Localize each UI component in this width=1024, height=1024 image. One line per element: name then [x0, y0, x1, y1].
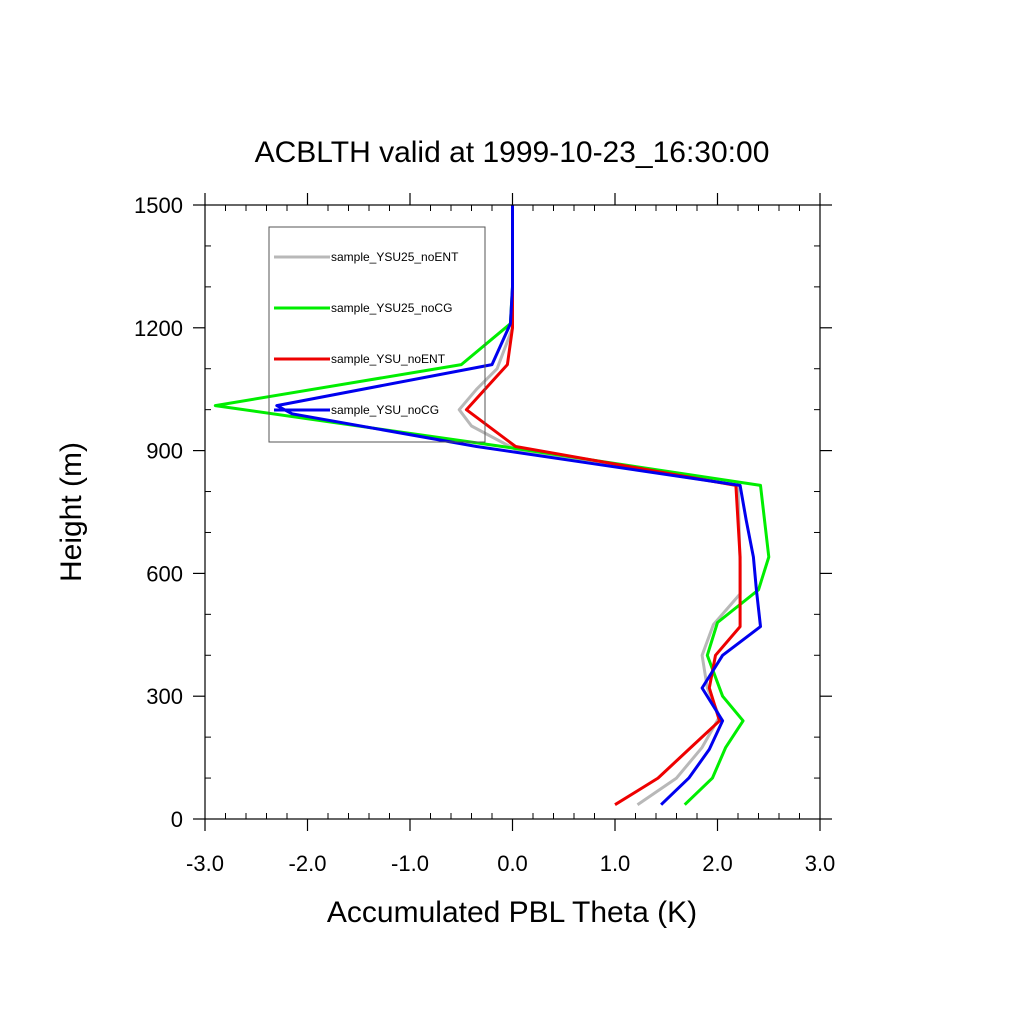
- y-tick-label: 1200: [134, 316, 183, 341]
- series-line-sample_YSU25_noENT: [457, 205, 742, 806]
- axis-ticks: [193, 193, 832, 831]
- legend-label: sample_YSU25_noENT: [331, 250, 459, 264]
- x-tick-label: -3.0: [186, 851, 224, 876]
- y-tick-label: 300: [146, 684, 183, 709]
- tick-labels: -3.0 -2.0 -1.0 0.0 1.0 2.0 3.0 0 300 600 900 1200 15…: [134, 193, 835, 876]
- y-tick-label: 1500: [134, 193, 183, 218]
- legend-label: sample_YSU_noENT: [331, 352, 446, 366]
- legend-label: sample_YSU25_noCG: [331, 301, 452, 315]
- x-tick-label: 2.0: [702, 851, 733, 876]
- x-tick-label: -2.0: [289, 851, 327, 876]
- data-lines: [213, 205, 771, 806]
- x-tick-label: 3.0: [805, 851, 836, 876]
- series-line-sample_YSU_noENT: [464, 205, 742, 806]
- y-axis-label: Height (m): [55, 442, 88, 582]
- chart-title: ACBLTH valid at 1999-10-23_16:30:00: [255, 136, 770, 169]
- x-axis-label: Accumulated PBL Theta (K): [327, 896, 697, 929]
- legend: sample_YSU25_noENT sample_YSU25_noCGsampl…: [268, 226, 486, 443]
- y-tick-label: 900: [146, 439, 183, 464]
- legend-box: [268, 226, 486, 443]
- y-tick-label: 600: [146, 561, 183, 586]
- x-tick-label: 0.0: [497, 851, 528, 876]
- x-tick-label: 1.0: [600, 851, 631, 876]
- plot-frame: [204, 204, 821, 820]
- legend-label: sample_YSU_noCG: [331, 403, 439, 417]
- x-tick-label: -1.0: [391, 851, 429, 876]
- series-line-sample_YSU25_noCG: [213, 205, 771, 806]
- y-tick-label: 0: [171, 807, 183, 832]
- series-line-sample_YSU_noCG: [275, 205, 762, 806]
